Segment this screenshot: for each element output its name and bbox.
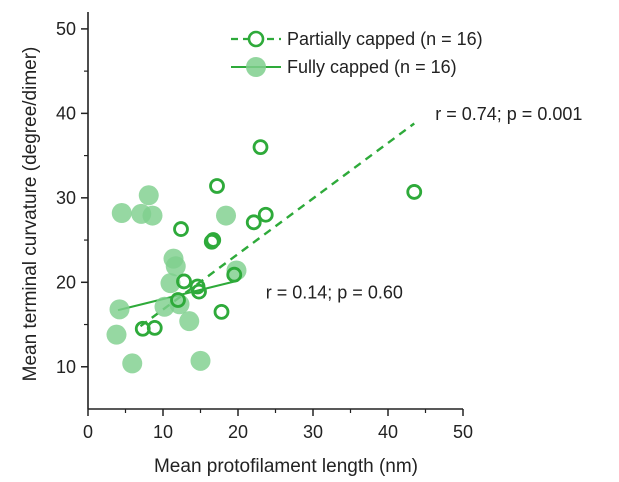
point-partially-capped [406,184,423,200]
x-tick-label: 20 [228,422,248,442]
point-partially-capped [205,232,222,248]
legend-marker-partially-capped [247,30,265,48]
legend-marker-fully-capped [246,57,266,77]
y-ticks: 10 20 30 40 50 [56,19,88,377]
x-tick-label: 40 [378,422,398,442]
point-fully-capped [165,256,186,277]
y-tick-label: 30 [56,188,76,208]
y-axis-label: Mean terminal curvature (degree/dimer) [20,47,41,382]
point-partially-capped [146,320,163,336]
point-fully-capped [109,299,130,320]
annotation-fully-capped-correlation: r = 0.14; p = 0.60 [266,282,403,302]
point-partially-capped [191,283,207,300]
legend-item-fully-capped: Fully capped (n = 16) [231,57,457,77]
x-tick-label: 30 [303,422,323,442]
x-tick-label: 0 [83,422,93,442]
point-fully-capped [160,273,181,294]
point-partially-capped [252,139,269,156]
point-fully-capped [111,203,132,224]
y-tick-label: 50 [56,19,76,39]
point-partially-capped [176,273,192,290]
point-partially-capped [170,292,186,308]
x-axis-label: Mean protofilament length (nm) [154,456,418,477]
point-partially-capped [245,214,262,231]
axes-layer: 0 10 20 30 40 50 10 20 30 40 50 [56,12,473,442]
open-points-layer [134,139,423,337]
x-tick-label: 10 [153,422,173,442]
filled-points-layer [106,185,247,374]
legend-label-partially-capped: Partially capped (n = 16) [287,29,483,49]
point-fully-capped [142,205,163,226]
point-fully-capped [154,296,175,317]
x-ticks: 0 10 20 30 40 50 [83,409,473,442]
y-tick-label: 20 [56,272,76,292]
point-fully-capped [138,185,159,206]
y-tick-label: 10 [56,357,76,377]
point-fully-capped [106,324,127,345]
point-partially-capped [209,178,225,194]
point-fully-capped [190,350,211,371]
legend-item-partially-capped: Partially capped (n = 16) [231,29,483,49]
point-partially-capped [226,266,243,283]
point-partially-capped [213,303,230,320]
annotation-partially-capped-correlation: r = 0.74; p = 0.001 [435,104,582,124]
point-fully-capped [179,311,200,332]
y-tick-label: 40 [56,103,76,123]
x-tick-label: 50 [453,422,473,442]
point-fully-capped [216,205,236,226]
legend-label-fully-capped: Fully capped (n = 16) [287,57,457,77]
legend: Partially capped (n = 16) Fully capped (… [231,29,483,77]
point-partially-capped [173,221,189,237]
point-partially-capped [257,206,274,223]
point-fully-capped [122,353,143,374]
